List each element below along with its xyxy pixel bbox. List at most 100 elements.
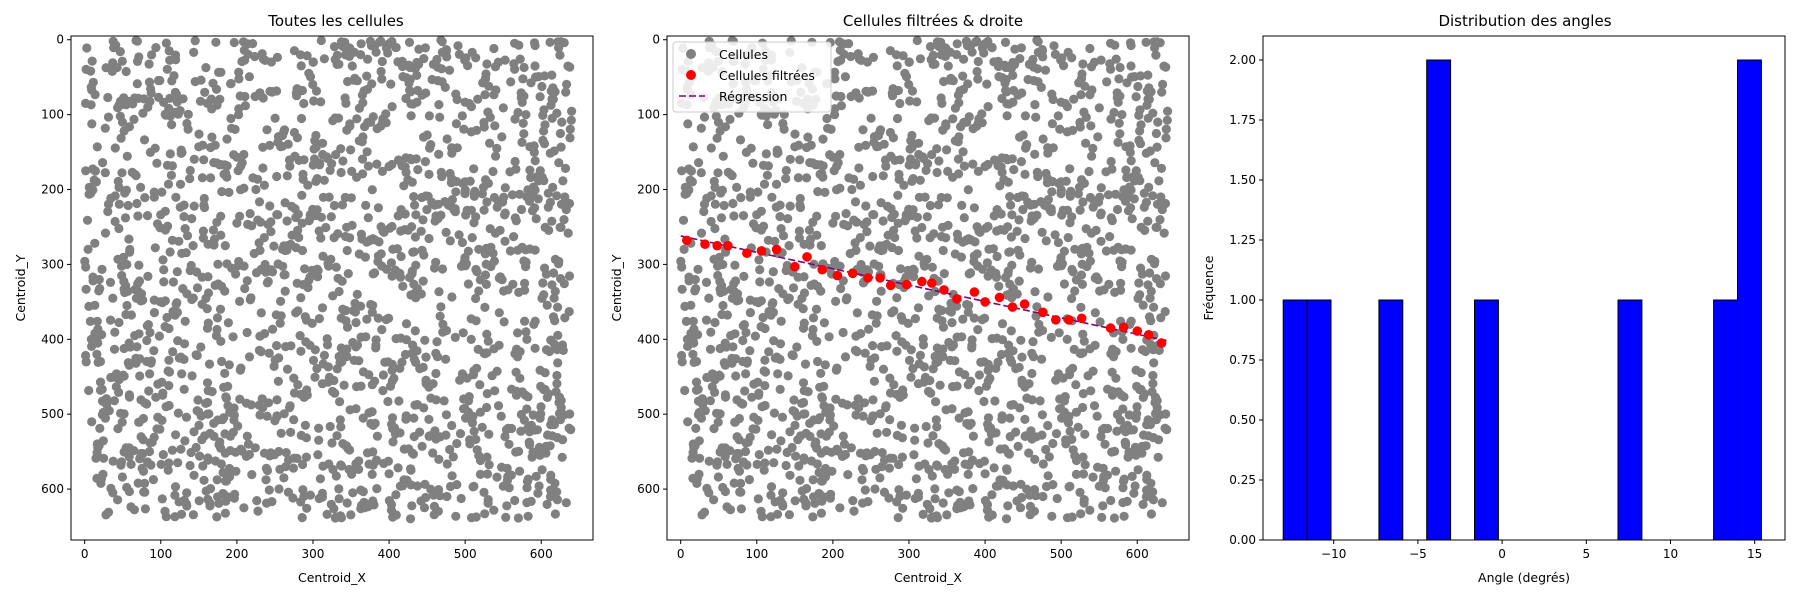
cell-point <box>358 487 368 497</box>
cell-point <box>530 343 540 353</box>
cell-point <box>1033 77 1043 87</box>
cell-point <box>904 57 914 67</box>
y-tick-label: 100 <box>637 108 660 122</box>
cell-point <box>468 370 479 380</box>
cell-point <box>1148 495 1158 505</box>
cell-point <box>545 37 555 47</box>
cell-point <box>167 445 177 455</box>
cell-point <box>950 356 960 366</box>
cell-point <box>260 259 270 270</box>
cell-point <box>1152 142 1162 152</box>
cell-point <box>212 217 222 227</box>
cell-point <box>1111 466 1121 476</box>
cell-point <box>1062 334 1072 344</box>
cell-point <box>342 222 352 232</box>
cell-point <box>332 364 342 374</box>
cell-point <box>973 56 983 67</box>
cell-point <box>795 475 805 485</box>
cell-point <box>865 361 875 371</box>
cell-point <box>1014 215 1024 225</box>
cell-point <box>372 484 382 494</box>
cell-point <box>298 459 308 470</box>
cell-point <box>1030 454 1040 464</box>
cell-point <box>471 512 481 522</box>
cell-point <box>337 461 347 471</box>
cell-point <box>875 409 885 419</box>
cell-point <box>870 484 880 494</box>
cell-point <box>262 411 272 421</box>
cell-point <box>1097 512 1107 523</box>
cell-point <box>308 355 319 365</box>
cell-point <box>898 503 908 513</box>
cell-point <box>383 396 393 407</box>
cell-point <box>1153 452 1163 462</box>
cell-point <box>460 55 470 65</box>
legend-label-regression: Régression <box>719 89 787 104</box>
cell-point <box>1096 236 1106 246</box>
cell-point <box>863 497 873 507</box>
cell-point <box>365 236 375 246</box>
cell-point <box>122 300 132 311</box>
cell-point <box>536 402 546 412</box>
cell-point <box>1003 222 1013 232</box>
cell-point <box>472 267 482 277</box>
cell-point <box>883 230 893 240</box>
cell-point <box>958 448 969 458</box>
cell-point <box>469 164 479 174</box>
cell-point <box>1115 415 1125 425</box>
cell-point <box>996 349 1007 360</box>
cell-point <box>447 292 457 302</box>
cell-point <box>438 327 448 337</box>
cell-point <box>1099 285 1109 295</box>
cell-point <box>1136 263 1146 273</box>
cell-point <box>521 262 531 272</box>
cell-point <box>311 210 321 221</box>
cell-point <box>206 173 216 183</box>
cell-point <box>522 498 532 508</box>
cell-point <box>126 502 136 512</box>
filtered-cell-point <box>1019 299 1030 309</box>
cell-point <box>393 463 403 473</box>
cell-point <box>497 132 507 142</box>
cell-point <box>216 67 226 77</box>
cell-point <box>713 168 723 178</box>
cell-point <box>483 178 493 188</box>
cell-point <box>934 304 944 314</box>
cell-point <box>1017 375 1027 385</box>
cell-point <box>1003 501 1013 511</box>
cell-point <box>336 343 346 353</box>
cell-point <box>297 190 307 200</box>
cell-point <box>167 76 177 86</box>
cell-point <box>1056 55 1066 65</box>
cell-point <box>138 466 149 476</box>
cell-point <box>441 430 451 440</box>
cell-point <box>1155 279 1165 289</box>
cell-point <box>849 506 859 516</box>
filtered-cell-point <box>756 246 767 256</box>
cell-point <box>1122 78 1132 88</box>
cell-point <box>1085 43 1095 54</box>
cell-point <box>242 276 252 286</box>
cell-point <box>835 261 845 271</box>
cell-point <box>704 456 714 466</box>
cell-point <box>947 404 957 414</box>
cell-point <box>1056 253 1066 263</box>
cell-point <box>1155 215 1165 225</box>
cell-point <box>447 471 457 481</box>
cell-point <box>532 425 543 435</box>
cell-point <box>136 432 146 442</box>
cell-point <box>142 457 153 467</box>
cell-point <box>730 260 740 270</box>
cell-point <box>170 490 180 500</box>
cell-point <box>1015 403 1025 413</box>
cell-point <box>798 378 809 388</box>
cell-point <box>843 470 853 480</box>
cell-point <box>164 355 174 365</box>
cell-point <box>1090 308 1100 318</box>
cell-point <box>738 399 748 409</box>
cell-point <box>1041 444 1051 455</box>
cell-point <box>831 211 841 221</box>
cell-point <box>1138 300 1148 310</box>
cell-point <box>404 78 414 88</box>
cell-point <box>352 382 362 392</box>
